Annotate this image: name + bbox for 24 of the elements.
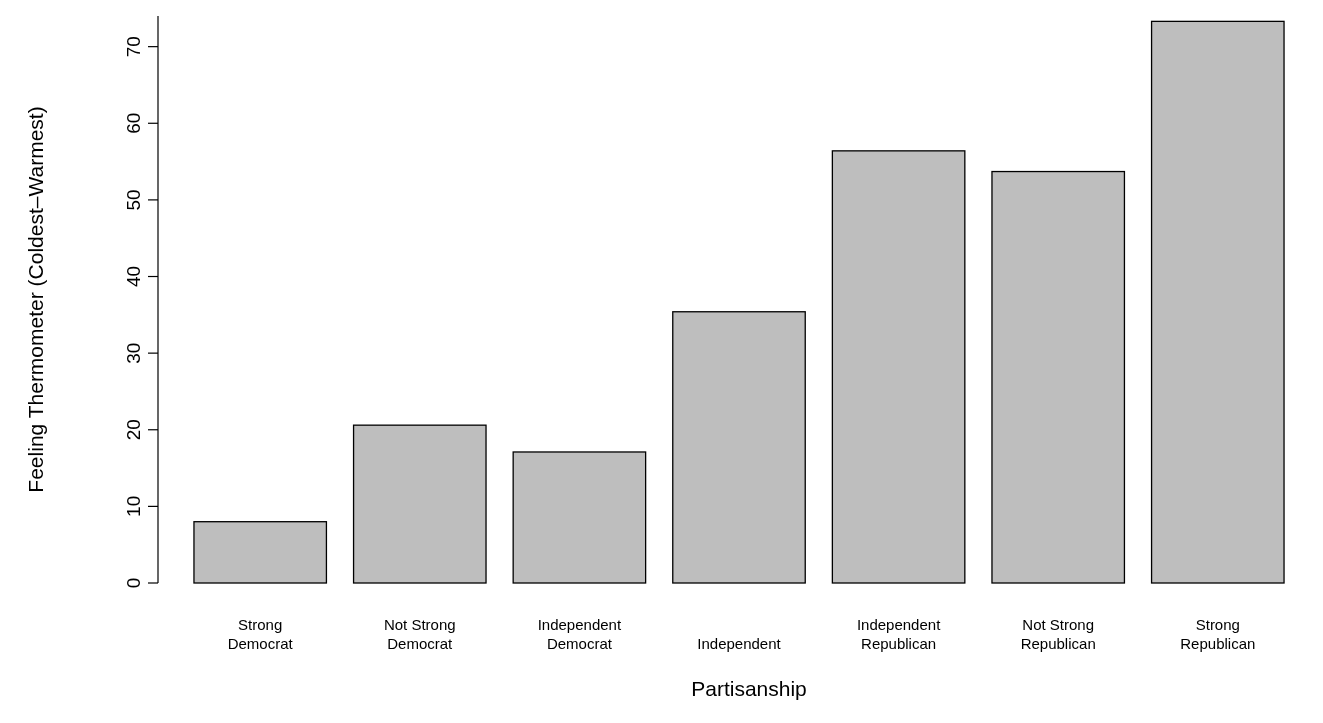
x-tick-label: Not Strong Democrat [383, 616, 456, 652]
y-tick-label: 0 [123, 577, 144, 589]
x-axis-title: Partisanship [691, 677, 807, 700]
bar [512, 451, 647, 584]
bar [352, 424, 487, 584]
y-tick-label: 60 [123, 112, 144, 134]
x-tick-label: Independent [697, 635, 782, 652]
bar [672, 311, 806, 584]
y-tick-label: 10 [123, 495, 144, 517]
bar [991, 170, 1126, 584]
bar [831, 150, 966, 584]
y-tick-label: 70 [123, 36, 144, 58]
x-tick-label: Not Strong Republican [1020, 616, 1096, 652]
y-tick-label: 50 [123, 189, 144, 211]
bar [193, 521, 328, 584]
x-tick-label: Independent Republican [856, 616, 942, 652]
bar [1150, 20, 1285, 584]
y-tick-label: 40 [123, 265, 144, 288]
x-tick-label: Strong Republican [1180, 616, 1256, 652]
x-tick-label: Independent Democrat [537, 616, 622, 652]
y-axis-title: Feeling Thermometer (Coldest–Warmest) [24, 106, 47, 493]
y-tick-label: 30 [123, 342, 144, 364]
y-tick-label: 20 [123, 419, 144, 441]
x-tick-label: Strong Democrat [227, 616, 294, 652]
